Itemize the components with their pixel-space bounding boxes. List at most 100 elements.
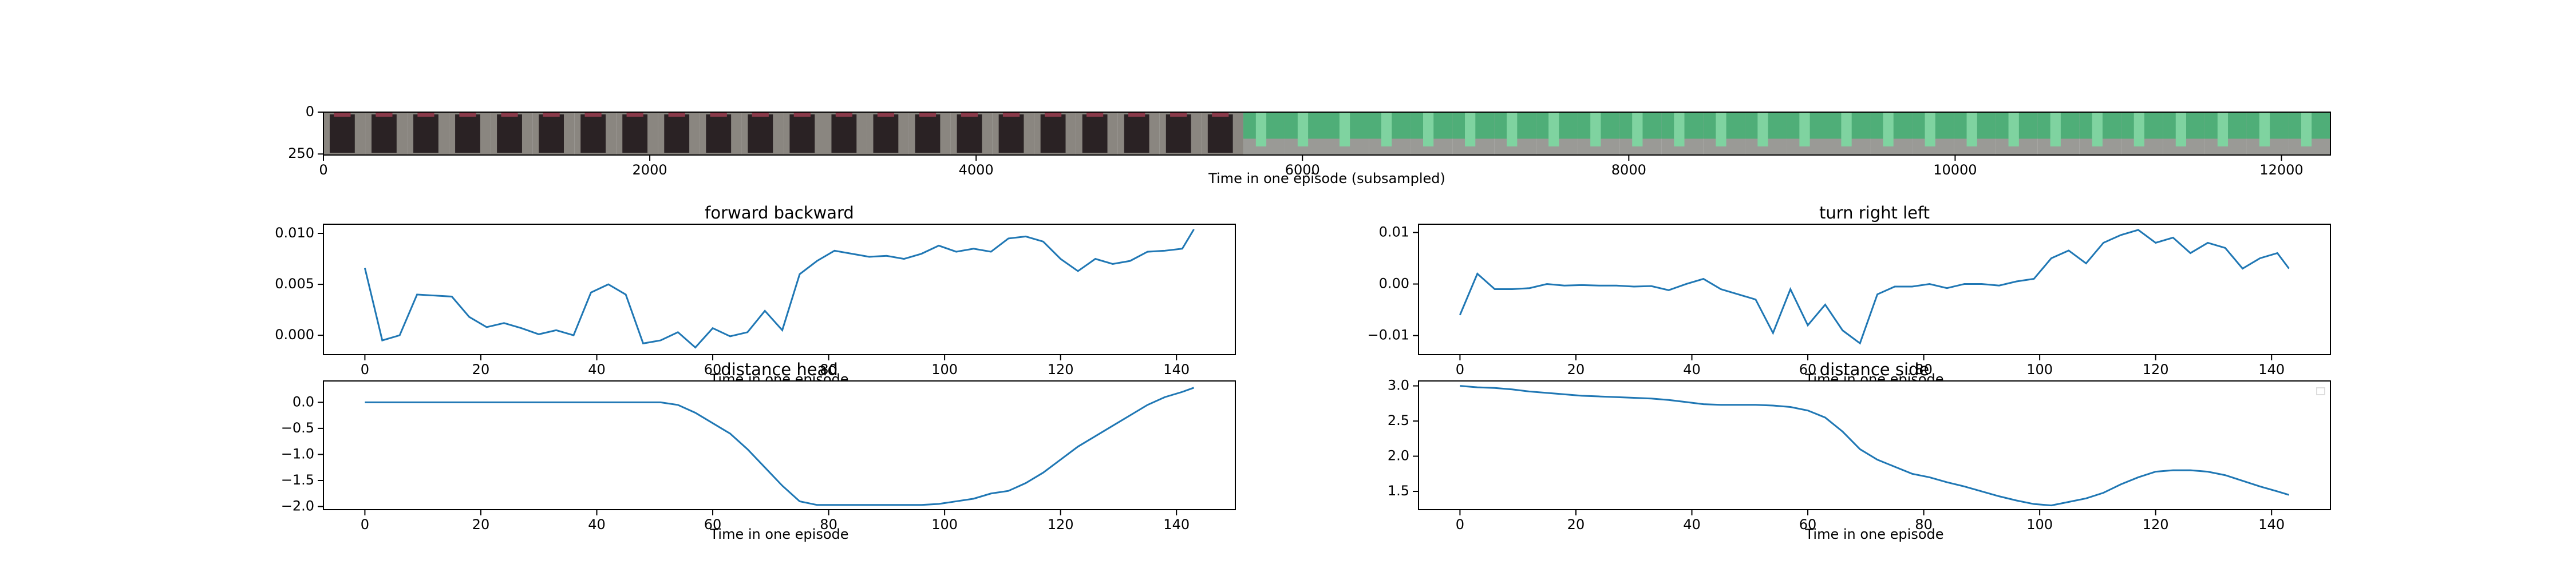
image-curtain [1548,112,1559,146]
axes-frame [323,112,2331,156]
image-object [748,114,773,153]
chart-title: forward backward [705,203,854,223]
x-tick-label: 40 [1683,517,1701,533]
axes: 0 20 40 60 80 100 120 140 −0.01 0.00 0.01 turn righ… [1367,203,2331,387]
x-tick-label: 8000 [1611,162,1646,178]
image-curtain [1465,112,1476,146]
image-object [1170,112,1187,117]
x-tick-label: 80 [1915,362,1933,378]
axes-background [1419,224,2330,355]
image-object [710,112,727,117]
image-curtain [1757,112,1768,146]
image-curtain [2134,112,2144,146]
image-object [793,112,811,117]
y-tick-label: −2.0 [281,498,314,514]
line [1460,385,2290,507]
x-tick-label: 60 [1799,362,1817,378]
y-tick-label: 3.0 [1388,378,1409,394]
axes-frame [323,224,1236,355]
image-object [334,112,351,117]
image-object [584,112,602,117]
x-tick-label: 20 [472,362,490,378]
y-tick-label: 2.5 [1388,412,1409,428]
y-tick-label: −1.5 [281,472,314,488]
image-object [664,114,690,153]
image-object [543,112,560,117]
image-object [873,114,899,153]
x-tick-label: 4000 [959,162,994,178]
x-tick-label: 100 [2026,362,2053,378]
x-tick-label: 60 [704,517,722,533]
image-curtain [1966,112,1977,146]
image-curtain [1507,112,1518,146]
x-tick-label: 40 [1683,362,1701,378]
y-tick-label: 0.000 [275,327,314,343]
image-object [371,114,397,153]
image-curtain [1674,112,1685,146]
x-tick-label: 40 [588,517,606,533]
x-tick-label: 12000 [2259,162,2303,178]
x-tick-label: 100 [931,362,958,378]
y-tick-label: 0.005 [275,276,314,292]
image-object [376,112,393,117]
x-tick-label: 60 [1799,517,1817,533]
image-curtain [1255,112,1267,146]
y-tick-label: 250 [288,145,314,161]
image-object [1207,114,1233,153]
image-curtain [1632,112,1643,146]
y-tick-label: 0.01 [1379,224,1409,240]
x-tick-label: 20 [472,517,490,533]
image-object [497,114,522,153]
y-tick-label: 0 [306,104,314,120]
image-object [413,114,438,153]
x-tick-label: 60 [704,362,722,378]
y-tick-label: 0.010 [275,225,314,241]
x-tick-label: 6000 [1285,162,1320,178]
x-tick-label: 100 [2026,517,2053,533]
image-object [501,112,518,117]
x-tick-label: 120 [2143,517,2169,533]
line [365,387,1195,506]
chart-title: turn right left [1819,203,1930,223]
image-curtain [2092,112,2103,146]
axes: 0 20 40 60 80 100 120 140 0.0 −0.5 −1.0 −1.5 −2.0 dis… [281,360,1236,542]
x-tick-label: 0 [319,162,327,178]
image-object [961,112,978,117]
x-tick-label: 140 [1163,362,1190,378]
x-tick-label: 80 [820,362,837,378]
y-tick-label: −0.01 [1367,327,1409,343]
x-tick-label: 0 [361,362,369,378]
image-curtain [1799,112,1810,146]
image-object [915,114,941,153]
axes-background [323,381,1235,510]
y-tick-label: −1.0 [281,446,314,462]
x-tick-label: 140 [2258,517,2285,533]
image-object [789,114,815,153]
image-object [539,114,564,153]
image-object [622,114,648,153]
axes-frame [1418,380,2331,510]
image-object [417,112,434,117]
axes-background [323,224,1235,355]
image-object [1044,112,1062,117]
image-object [1082,114,1108,153]
image-object [831,114,857,153]
image-curtain [1716,112,1726,146]
image-object [919,112,937,117]
x-tick-label: 2000 [633,162,667,178]
image-object [1165,114,1191,153]
x-tick-label: 0 [1456,517,1464,533]
image-object [459,112,476,117]
axes: 0 2000 4000 6000 8000 10000 12000 0 250 Time in o… [288,104,2331,186]
image-object [957,114,982,153]
image-object [1086,112,1104,117]
x-tick-label: 100 [931,517,958,533]
x-tick-label: 40 [588,362,606,378]
x-tick-label: 20 [1567,517,1585,533]
image-object [998,114,1024,153]
image-curtain [1297,112,1309,146]
y-tick-label: −0.5 [281,420,314,436]
empty-legend [2316,387,2325,395]
x-tick-label: 0 [1456,362,1464,378]
x-tick-label: 10000 [1933,162,1977,178]
